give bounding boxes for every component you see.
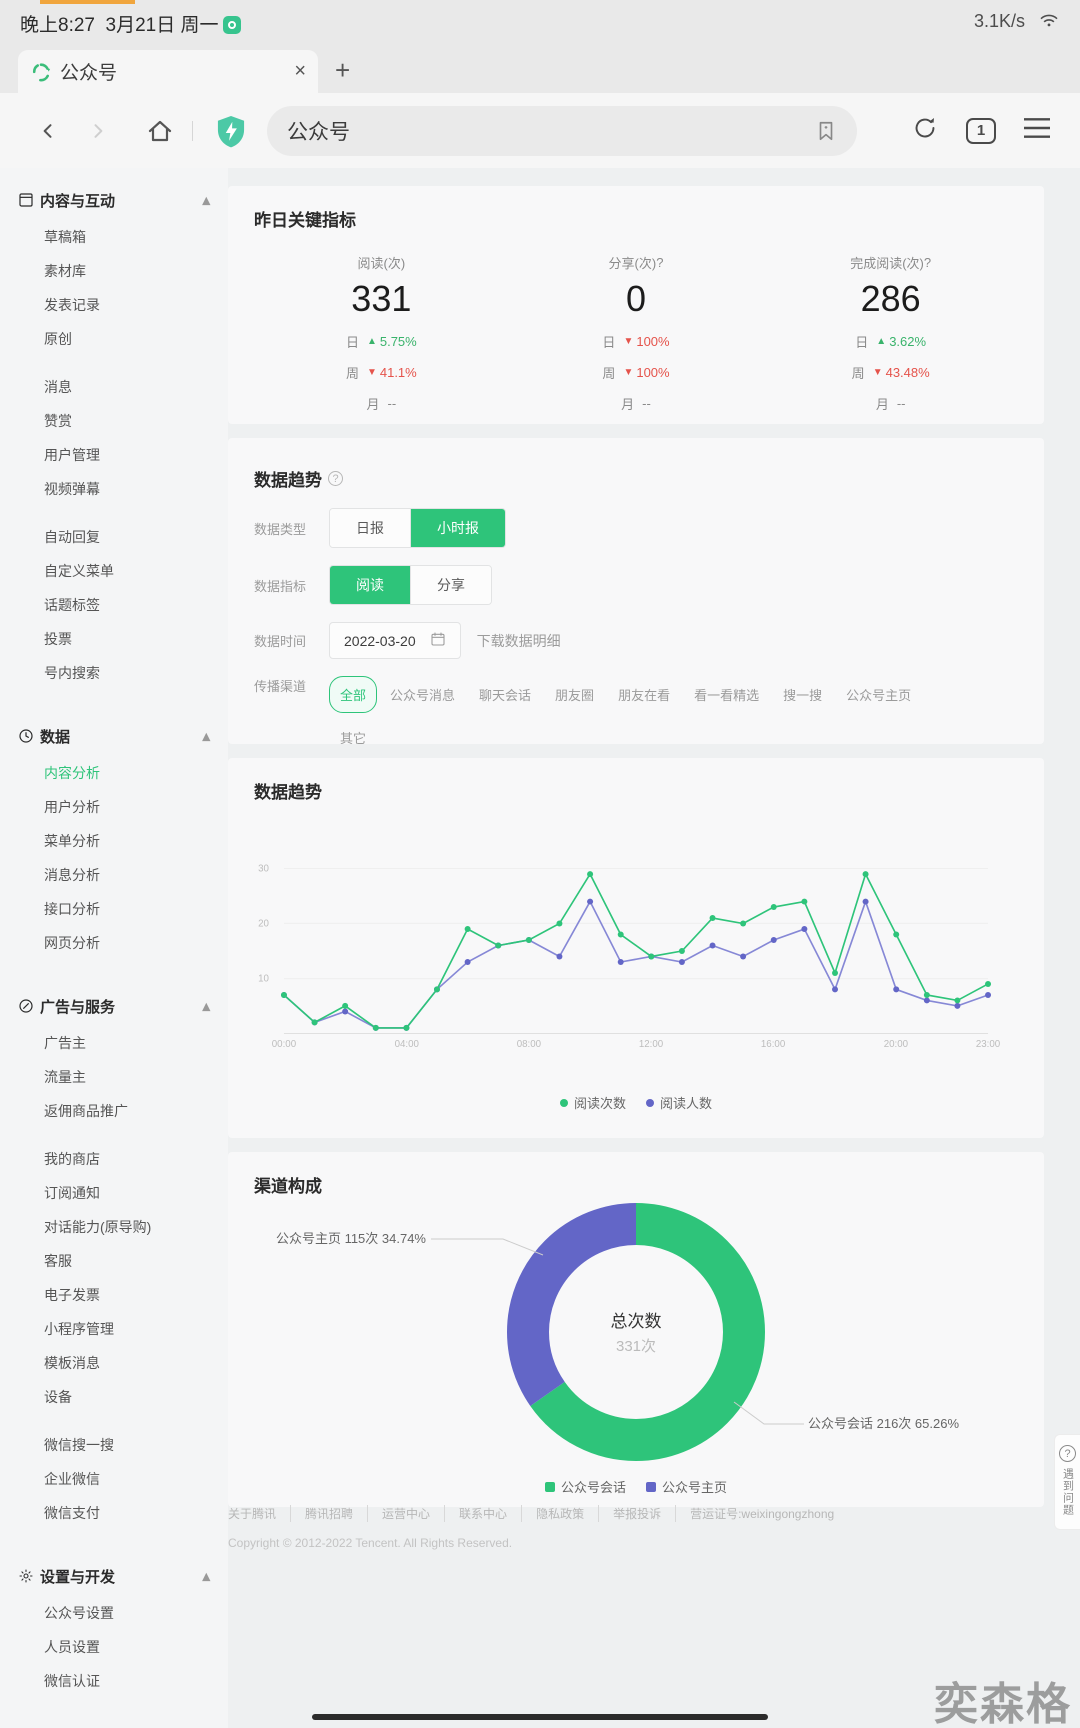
svg-text:20:00: 20:00 <box>884 1039 909 1050</box>
svg-text:08:00: 08:00 <box>517 1039 542 1050</box>
svg-text:10: 10 <box>258 974 269 985</box>
svg-text:04:00: 04:00 <box>395 1039 420 1050</box>
svg-text:总次数: 总次数 <box>611 1312 662 1331</box>
svg-text:30: 30 <box>258 864 269 875</box>
svg-text:公众号主页 115次 34.74%: 公众号主页 115次 34.74% <box>276 1231 426 1246</box>
svg-text:公众号会话 216次 65.26%: 公众号会话 216次 65.26% <box>808 1416 959 1431</box>
svg-text:331次: 331次 <box>616 1338 656 1355</box>
svg-text:12:00: 12:00 <box>639 1039 664 1050</box>
svg-text:00:00: 00:00 <box>272 1039 297 1050</box>
svg-text:23:00: 23:00 <box>976 1039 1001 1050</box>
svg-text:16:00: 16:00 <box>761 1039 786 1050</box>
svg-text:20: 20 <box>258 918 269 929</box>
